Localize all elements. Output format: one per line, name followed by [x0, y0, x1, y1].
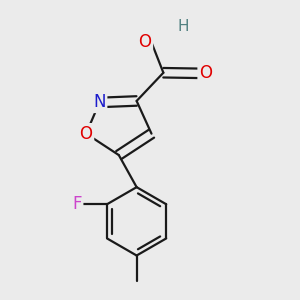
Text: O: O	[80, 125, 93, 143]
Text: O: O	[199, 64, 212, 82]
Text: O: O	[139, 33, 152, 51]
Text: F: F	[72, 195, 82, 213]
Text: N: N	[93, 93, 106, 111]
Text: H: H	[177, 19, 189, 34]
